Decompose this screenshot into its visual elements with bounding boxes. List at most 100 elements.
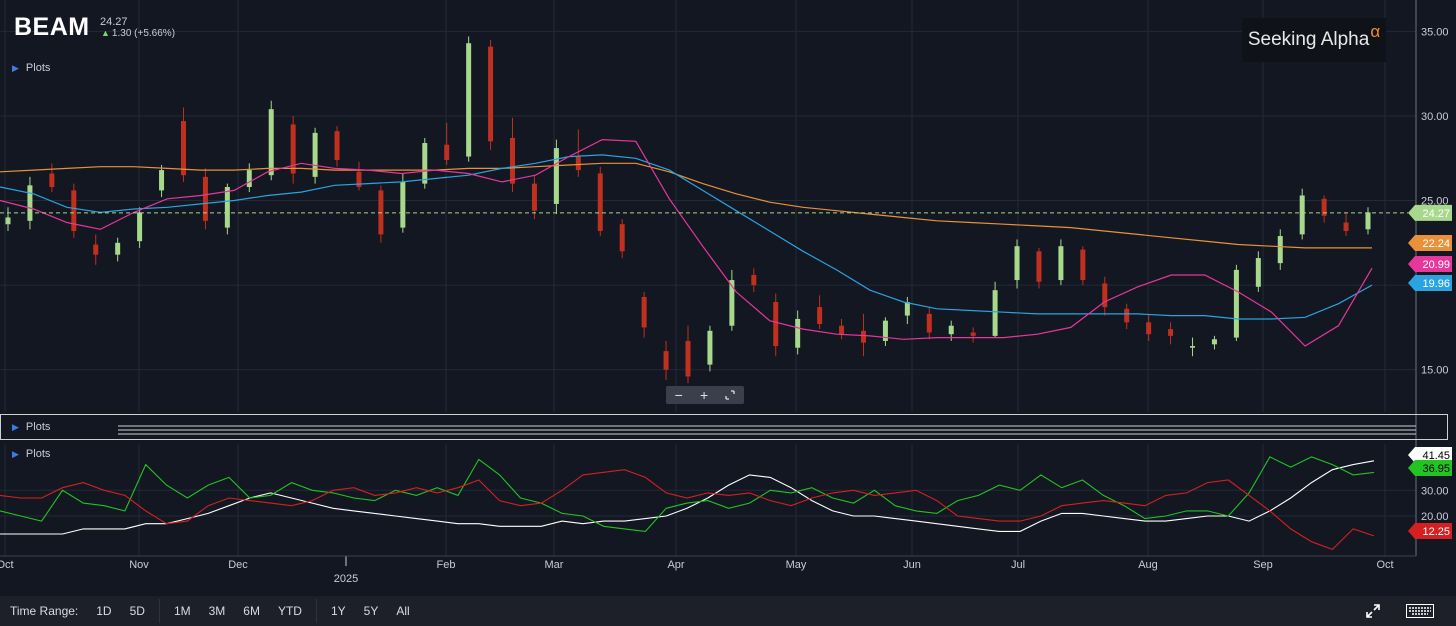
- indicator-value-label-marker: [1408, 460, 1452, 476]
- x-axis-tick-label: 2025: [334, 573, 358, 585]
- candle-body: [619, 224, 625, 252]
- candle-body: [553, 148, 559, 204]
- range-1m-button[interactable]: 1M: [173, 604, 191, 618]
- range-3m-button[interactable]: 3M: [208, 604, 226, 618]
- candle-body: [422, 143, 428, 184]
- plots-toggle-indicator[interactable]: ▶ Plots: [12, 448, 50, 460]
- candle-body: [1014, 246, 1020, 281]
- candle-body: [1168, 329, 1174, 336]
- candle-body: [1365, 212, 1371, 230]
- candle-body: [1146, 322, 1152, 335]
- candle-body: [27, 185, 33, 221]
- indicator-line: [0, 460, 1375, 535]
- plots-label: Plots: [25, 421, 51, 433]
- candle-body: [882, 320, 888, 341]
- candle-body: [839, 325, 845, 335]
- moving-average-line: [0, 162, 1372, 249]
- keyboard-icon[interactable]: [1406, 604, 1434, 618]
- indicator-value-label: 19.96: [1422, 278, 1450, 290]
- range-6m-button[interactable]: 6M: [243, 604, 260, 618]
- candle-body: [970, 332, 976, 336]
- candle-body: [1255, 258, 1261, 287]
- fullscreen-icon[interactable]: [1366, 604, 1380, 618]
- candle-body: [773, 302, 779, 347]
- range-all-button[interactable]: All: [396, 604, 410, 618]
- candle-body: [334, 131, 340, 160]
- range-5d-button[interactable]: 5D: [129, 604, 145, 618]
- plots-toggle-volume[interactable]: ▶ Plots: [12, 421, 50, 433]
- indicator-value-label-marker: [1408, 523, 1452, 539]
- x-axis-tick-label: Mar: [545, 559, 564, 571]
- candle-body: [1190, 346, 1196, 348]
- brand-alpha-symbol: α: [1370, 22, 1381, 41]
- indicator-value-label: 12.25: [1422, 526, 1450, 538]
- y-axis-tick-label: 30.00: [1421, 485, 1449, 497]
- zoom-out-button[interactable]: −: [674, 387, 683, 403]
- candle-body: [224, 187, 230, 228]
- last-price-label: 24.27: [1422, 208, 1450, 220]
- candle-body: [926, 313, 932, 333]
- candle-body: [1036, 251, 1042, 282]
- candle-body: [159, 170, 165, 191]
- brand-logo: Seeking Alpha α: [1242, 18, 1386, 62]
- x-axis-tick-label: Oct: [1376, 559, 1393, 571]
- zoom-controls: − +: [666, 386, 744, 404]
- y-axis-tick-label: 20.00: [1421, 511, 1449, 523]
- candle-body: [1211, 339, 1217, 345]
- candle-body: [685, 340, 691, 377]
- candle-body: [948, 325, 954, 335]
- indicator-value-label: 41.45: [1422, 450, 1450, 462]
- y-axis-tick-label: 30.00: [1421, 111, 1449, 123]
- y-axis-tick-label: 35.00: [1421, 26, 1449, 38]
- candle-body: [1299, 195, 1305, 235]
- range-ytd-button[interactable]: YTD: [277, 604, 302, 618]
- reset-zoom-icon[interactable]: [725, 386, 736, 404]
- candle-body: [71, 190, 77, 231]
- candle-body: [290, 124, 296, 174]
- candle-body: [992, 290, 998, 336]
- range-1d-button[interactable]: 1D: [96, 604, 112, 618]
- candle-body: [1058, 246, 1064, 281]
- candle-body: [93, 244, 99, 255]
- candle-body: [1277, 236, 1283, 264]
- candle-body: [1343, 222, 1349, 231]
- range-1y-button[interactable]: 1Y: [330, 604, 346, 618]
- candle-body: [1080, 249, 1086, 281]
- candle-body: [49, 173, 55, 188]
- candle-body: [860, 330, 866, 343]
- candle-body: [707, 330, 713, 365]
- x-axis-tick-label: Apr: [667, 559, 684, 571]
- zoom-in-button[interactable]: +: [699, 387, 709, 403]
- brand-name: Seeking Alpha: [1247, 29, 1370, 50]
- candle-body: [641, 296, 647, 328]
- triangle-right-icon: ▶: [12, 422, 19, 432]
- triangle-right-icon: ▶: [12, 63, 19, 73]
- triangle-right-icon: ▶: [12, 449, 19, 459]
- moving-average-line: [0, 154, 1373, 320]
- candle-body: [510, 137, 516, 184]
- candle-body: [817, 307, 823, 325]
- indicator-value-label-marker: [1408, 275, 1452, 291]
- last-price-label-marker: [1408, 204, 1452, 221]
- indicator-line: [0, 469, 1375, 551]
- separator: [315, 599, 317, 623]
- candle-body: [466, 43, 472, 157]
- candle-body: [400, 181, 406, 228]
- candle-body: [488, 46, 494, 142]
- indicator-value-label: 36.95: [1422, 463, 1450, 475]
- range-5y-button[interactable]: 5Y: [363, 604, 379, 618]
- price-change-value: 1.30 (+5.66%): [111, 28, 176, 39]
- candle-body: [5, 217, 11, 225]
- candle-body: [444, 144, 450, 160]
- last-price: 24.27: [100, 16, 128, 28]
- time-range-label: Time Range:: [10, 604, 79, 618]
- candle-body: [356, 171, 362, 188]
- x-axis-tick-label: Sep: [1253, 559, 1273, 571]
- candle-body: [115, 242, 121, 255]
- candle-body: [1124, 308, 1130, 323]
- candle-body: [729, 280, 735, 326]
- plots-toggle-price[interactable]: ▶ Plots: [12, 62, 50, 74]
- candle-body: [795, 318, 801, 348]
- separator: [158, 599, 160, 623]
